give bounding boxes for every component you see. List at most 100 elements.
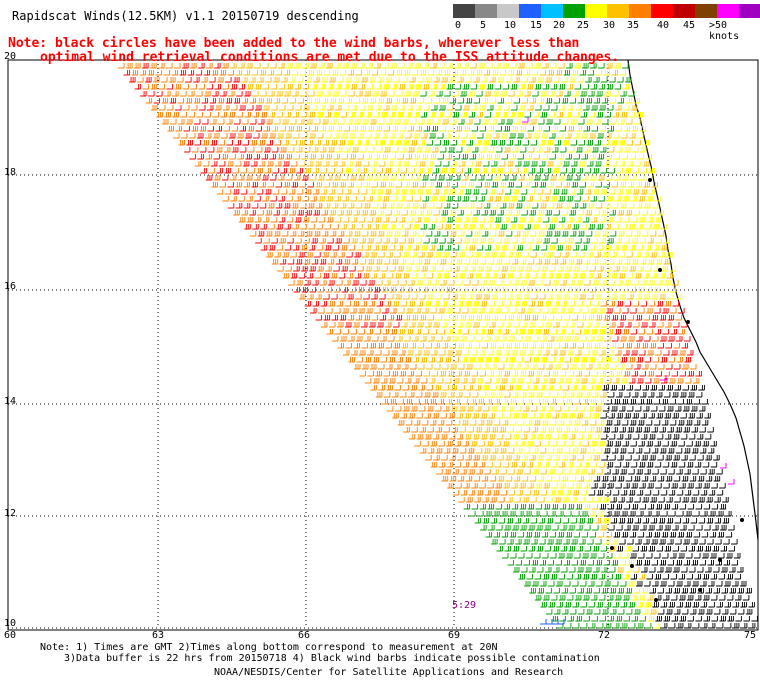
wind-barb: [436, 378, 444, 384]
wind-barb: [400, 189, 408, 195]
wind-barb: [360, 189, 368, 195]
wind-barb: [366, 217, 374, 223]
wind-barb: [592, 280, 599, 286]
wind-barb: [521, 77, 528, 83]
wind-barb: [643, 203, 651, 209]
wind-barb: [312, 189, 320, 195]
wind-barb: [337, 98, 345, 104]
wind-barb: [388, 357, 395, 363]
wind-barb: [561, 98, 569, 104]
wind-barb: [432, 301, 440, 307]
wind-barb: [420, 112, 427, 118]
wind-barb: [455, 238, 462, 244]
wind-barb: [502, 217, 510, 223]
wind-barb: [385, 77, 392, 83]
wind-barb: [541, 133, 548, 139]
wind-barb: [252, 112, 259, 118]
wind-barb: [581, 175, 589, 181]
wind-barb: [314, 119, 321, 125]
wind-barb: [631, 616, 638, 622]
wind-barb: [575, 483, 582, 489]
wind-barb: [363, 315, 371, 321]
wind-barb: [234, 161, 242, 167]
wind-barb: [494, 462, 502, 468]
wind-barb: [526, 63, 533, 69]
wind-barb: [441, 343, 448, 349]
wind-barb: [365, 266, 372, 272]
pass-time-label: 5:29: [452, 600, 477, 611]
wind-barb: [181, 133, 188, 139]
wind-barb: [686, 553, 693, 559]
wind-barb: [281, 210, 288, 216]
lon-label-75: 75: [744, 630, 757, 641]
wind-barb: [264, 189, 272, 195]
wind-barb: [447, 392, 455, 398]
wind-barb: [402, 385, 409, 391]
legend-swatch: [453, 4, 475, 18]
wind-barb: [364, 357, 371, 363]
wind-barb: [450, 161, 458, 167]
wind-barb: [455, 105, 462, 111]
wind-barb: [563, 539, 570, 545]
wind-barb: [613, 420, 621, 426]
wind-barb: [656, 301, 664, 307]
wind-barb: [282, 252, 289, 258]
wind-barb: [558, 462, 566, 468]
wind-barb: [554, 140, 561, 146]
wind-barb: [424, 168, 431, 174]
wind-barb: [520, 546, 527, 552]
wind-barb: [507, 448, 515, 454]
wind-barb: [262, 63, 269, 69]
wind-barb: [315, 70, 323, 76]
wind-barb: [382, 196, 389, 202]
wind-barb: [700, 469, 707, 475]
wind-barb: [642, 252, 649, 258]
wind-barb: [552, 168, 559, 174]
wind-barb: [500, 112, 507, 118]
wind-barb: [511, 371, 518, 377]
wind-barb: [277, 154, 284, 160]
wind-barb: [695, 392, 703, 398]
wind-barb: [472, 280, 479, 286]
wind-barb: [604, 91, 611, 97]
wind-barb: [606, 329, 613, 335]
wind-barb: [400, 280, 407, 286]
wind-barb: [725, 532, 733, 538]
wind-barb: [592, 525, 599, 531]
wind-barb: [590, 196, 597, 202]
wind-barb: [343, 126, 350, 132]
wind-barb: [459, 315, 467, 321]
wind-barb: [585, 322, 592, 328]
wind-barb: [342, 308, 349, 314]
wind-barb: [217, 77, 224, 83]
wind-barb: [595, 70, 603, 76]
wind-barb: [578, 161, 586, 167]
wind-barb: [602, 252, 609, 258]
wind-barb: [497, 322, 504, 328]
wind-barb: [731, 560, 738, 566]
wind-barb: [567, 126, 574, 132]
wind-barb: [354, 252, 361, 258]
wind-barb: [231, 105, 238, 111]
wind-barb: [541, 420, 549, 426]
wind-barb: [530, 140, 537, 146]
wind-barb: [665, 609, 673, 615]
wind-barb: [470, 462, 478, 468]
wind-barb: [422, 308, 429, 314]
wind-barb: [270, 84, 278, 90]
wind-barb: [365, 154, 372, 160]
wind-barb: [616, 413, 623, 419]
wind-barb: [629, 399, 636, 405]
wind-barb: [576, 413, 583, 419]
wind-barb: [589, 287, 597, 293]
wind-barb: [498, 385, 505, 391]
wind-barb: [468, 245, 476, 251]
wind-barb: [737, 567, 744, 573]
wind-barb: [446, 462, 454, 468]
wind-barb: [583, 371, 590, 377]
wind-barb: [729, 567, 736, 573]
wind-barb: [298, 161, 306, 167]
wind-barb: [285, 133, 292, 139]
wind-barb: [529, 322, 536, 328]
wind-barb: [410, 364, 417, 370]
